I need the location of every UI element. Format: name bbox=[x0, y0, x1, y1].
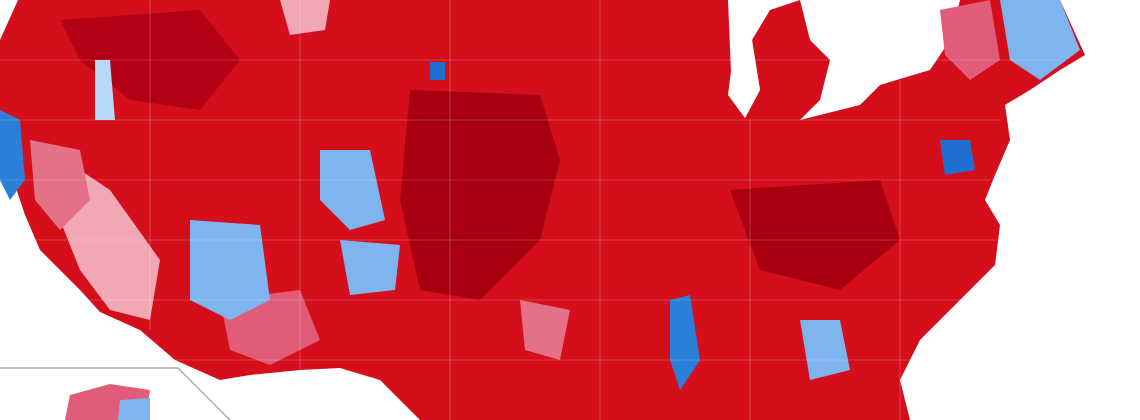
region-blue bbox=[1000, 0, 1080, 80]
region-blue bbox=[430, 62, 445, 80]
region-pink bbox=[520, 300, 570, 360]
region-dark bbox=[730, 180, 900, 290]
lake bbox=[728, 0, 760, 118]
region-blue bbox=[800, 320, 850, 380]
region-blue bbox=[0, 110, 25, 200]
region-blue bbox=[340, 240, 400, 295]
region-pink bbox=[60, 170, 160, 320]
region-pink bbox=[280, 0, 330, 35]
region-pink bbox=[940, 0, 1000, 80]
region-blue bbox=[940, 140, 975, 175]
inset-frame bbox=[0, 367, 231, 420]
region-dark bbox=[400, 90, 560, 300]
region-blue bbox=[320, 150, 385, 230]
region-blue bbox=[190, 220, 270, 320]
region-blue bbox=[670, 295, 700, 390]
region-blue bbox=[95, 60, 115, 120]
region-dark bbox=[60, 10, 240, 110]
inset-alaska bbox=[118, 398, 150, 420]
region-pink bbox=[30, 140, 90, 230]
county-lines bbox=[0, 0, 1060, 420]
